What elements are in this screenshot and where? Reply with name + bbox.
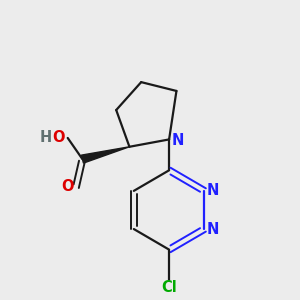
Text: N: N [206, 183, 219, 198]
Text: O: O [52, 130, 65, 145]
Polygon shape [81, 147, 129, 163]
Text: N: N [172, 133, 184, 148]
Text: H: H [40, 130, 52, 145]
Text: N: N [206, 222, 219, 237]
Text: O: O [61, 179, 74, 194]
Text: Cl: Cl [161, 280, 177, 295]
